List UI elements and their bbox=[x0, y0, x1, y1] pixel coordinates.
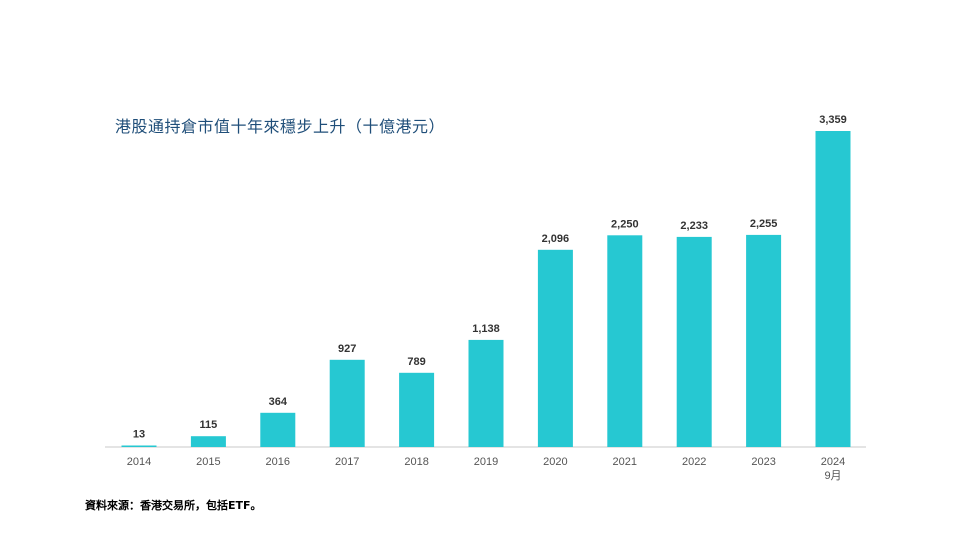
bar-2019 bbox=[468, 339, 504, 447]
value-label-2015: 115 bbox=[200, 419, 218, 431]
x-tick-label-2014: 2014 bbox=[127, 456, 151, 468]
bar-2015 bbox=[190, 436, 226, 447]
value-label-2021: 2,250 bbox=[611, 218, 639, 230]
value-label-2022: 2,233 bbox=[680, 220, 708, 232]
x-tick-label-2019: 2019 bbox=[474, 456, 498, 468]
bar-2024 bbox=[815, 131, 851, 447]
x-tick-label-2020: 2020 bbox=[543, 456, 567, 468]
value-label-2014: 13 bbox=[133, 429, 145, 441]
source-note: 資料來源：香港交易所，包括ETF。 bbox=[85, 499, 262, 512]
labels-layer: 13 115 364 927 789 1,138 2,096 2,250 2,233 2,255 3… bbox=[133, 114, 847, 441]
bar-2018 bbox=[399, 372, 435, 447]
value-label-2023: 2,255 bbox=[750, 218, 778, 230]
x-tick-label-2017: 2017 bbox=[335, 456, 359, 468]
x-tick-label-2021: 2021 bbox=[613, 456, 637, 468]
x-tick-label-2015: 2015 bbox=[196, 456, 220, 468]
bar-2023 bbox=[746, 234, 782, 447]
bar-2022 bbox=[676, 236, 712, 447]
ticks-layer: 2014 2015 2016 2017 2018 2019 2020 2021 2022 2023… bbox=[127, 456, 845, 482]
value-label-2019: 1,138 bbox=[472, 323, 500, 335]
x-tick-sublabel-2024: 9月 bbox=[824, 470, 841, 482]
bar-2017 bbox=[329, 359, 365, 447]
value-label-2024: 3,359 bbox=[819, 114, 847, 126]
x-tick-label-2018: 2018 bbox=[404, 456, 428, 468]
bar-2020 bbox=[537, 249, 573, 447]
value-label-2017: 927 bbox=[338, 343, 356, 355]
chart-title: 港股通持倉市值十年來穩步上升（十億港元） bbox=[115, 117, 446, 136]
value-label-2016: 364 bbox=[269, 396, 288, 408]
bars-layer bbox=[121, 131, 851, 447]
bar-2016 bbox=[260, 412, 296, 447]
x-tick-label-2023: 2023 bbox=[751, 456, 775, 468]
bar-2014 bbox=[121, 445, 157, 447]
value-label-2018: 789 bbox=[407, 356, 425, 368]
x-tick-label-2016: 2016 bbox=[266, 456, 290, 468]
x-tick-label-2024: 2024 bbox=[821, 456, 845, 468]
bar-2021 bbox=[607, 235, 643, 447]
x-tick-label-2022: 2022 bbox=[682, 456, 706, 468]
value-label-2020: 2,096 bbox=[542, 233, 570, 245]
